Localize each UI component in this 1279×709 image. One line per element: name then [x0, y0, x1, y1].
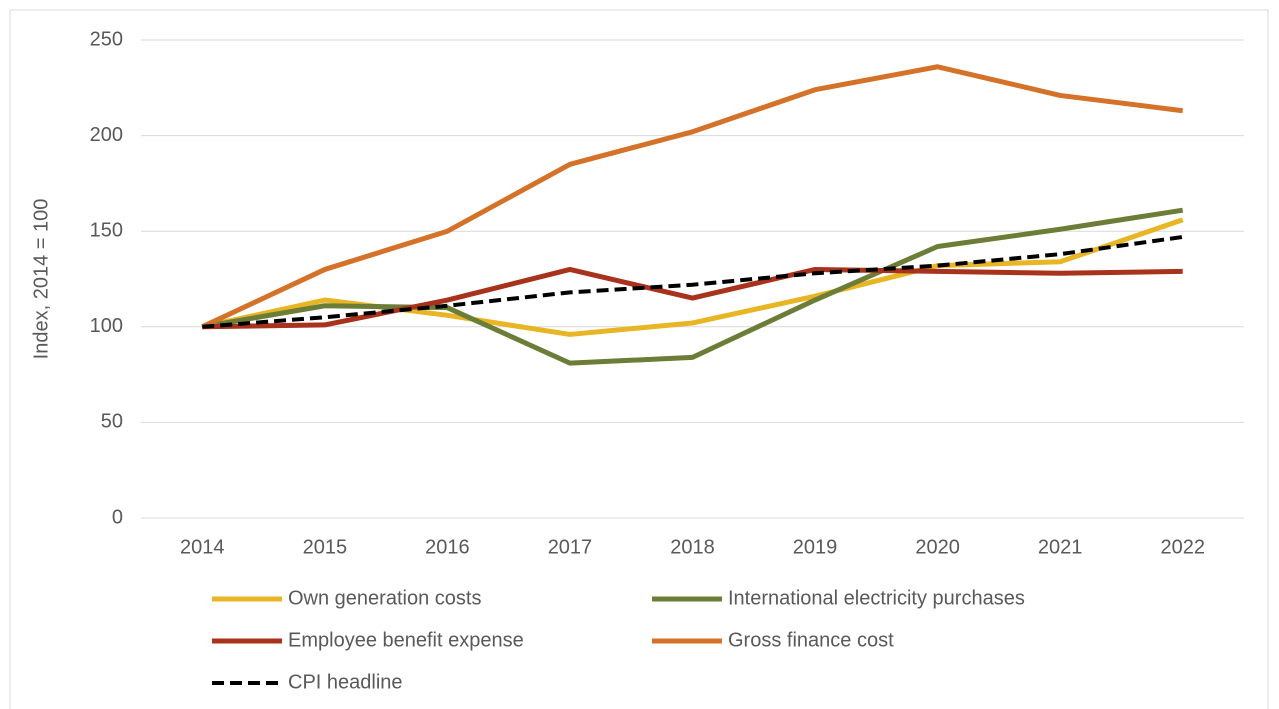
series-line	[201, 207, 1184, 366]
x-tick-label: 2020	[915, 536, 960, 558]
legend-label: Employee benefit expense	[288, 629, 524, 651]
x-tick-label: 2021	[1038, 536, 1083, 558]
series-line	[201, 64, 1184, 330]
y-tick-label: 0	[112, 506, 123, 528]
y-tick-label: 250	[90, 28, 123, 50]
x-tick-label: 2018	[670, 536, 715, 558]
x-tick-label: 2019	[793, 536, 838, 558]
series-line	[202, 234, 1184, 329]
legend-label: CPI headline	[288, 671, 403, 693]
series-line	[202, 266, 1183, 330]
series-line	[201, 217, 1184, 337]
y-tick-label: 200	[90, 124, 123, 146]
y-tick-label: 150	[90, 219, 123, 241]
x-tick-label: 2016	[425, 536, 470, 558]
legend-label: Own generation costs	[288, 587, 481, 609]
y-tick-label: 50	[101, 411, 123, 433]
y-tick-label: 100	[90, 315, 123, 337]
legend-label: International electricity purchases	[728, 587, 1025, 609]
x-tick-label: 2022	[1160, 536, 1205, 558]
x-tick-label: 2014	[180, 536, 225, 558]
chart-frame	[9, 9, 1269, 709]
legend-label: Gross finance cost	[728, 629, 894, 651]
y-axis-label: Index, 2014 = 100	[30, 199, 52, 360]
x-tick-label: 2017	[548, 536, 593, 558]
x-tick-label: 2015	[303, 536, 348, 558]
